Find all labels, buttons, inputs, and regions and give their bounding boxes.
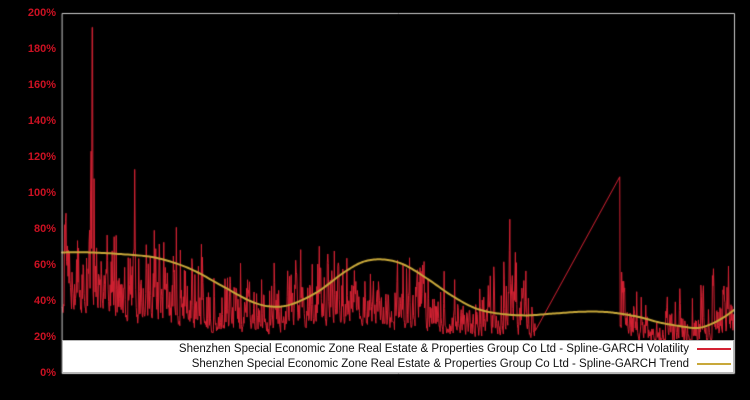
- legend-swatch-trend-icon: [697, 363, 731, 365]
- y-tick-160: 160%: [27, 79, 56, 91]
- legend-label-volatility: Shenzhen Special Economic Zone Real Esta…: [178, 342, 689, 355]
- legend-swatch-volatility-icon: [697, 348, 731, 350]
- legend-label-trend: Shenzhen Special Economic Zone Real Esta…: [191, 357, 689, 370]
- y-tick-180: 180%: [27, 43, 56, 55]
- y-tick-120: 120%: [27, 151, 56, 163]
- y-tick-200: 200%: [27, 7, 56, 19]
- y-tick-20: 20%: [33, 331, 56, 343]
- y-tick-60: 60%: [33, 259, 56, 271]
- y-tick-0: 0%: [40, 367, 56, 379]
- legend-item-trend[interactable]: Shenzhen Special Economic Zone Real Esta…: [63, 357, 733, 372]
- y-tick-140: 140%: [27, 115, 56, 127]
- y-tick-100: 100%: [27, 187, 56, 199]
- y-tick-40: 40%: [33, 295, 56, 307]
- legend-item-volatility[interactable]: Shenzhen Special Economic Zone Real Esta…: [63, 342, 733, 357]
- y-tick-80: 80%: [33, 223, 56, 235]
- chart-legend: Shenzhen Special Economic Zone Real Esta…: [62, 340, 734, 373]
